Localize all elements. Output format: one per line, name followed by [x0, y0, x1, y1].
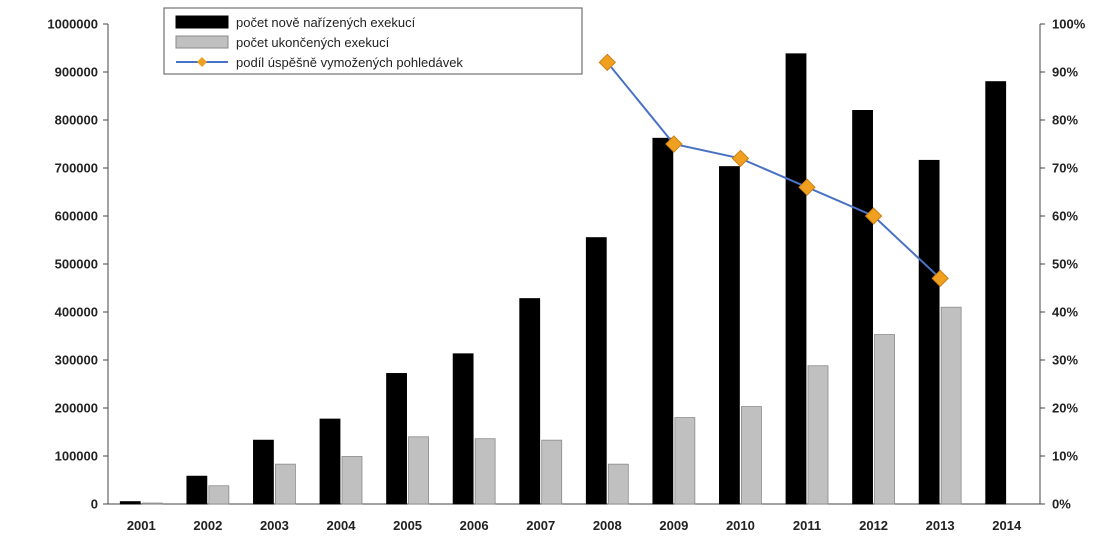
- line-point-podil: [864, 207, 883, 225]
- line-point-podil: [931, 269, 949, 288]
- y-right-tick-label: 70%: [1052, 161, 1078, 176]
- legend-box: [163, 7, 583, 75]
- legend-swatch: [175, 35, 229, 49]
- y-left-tick-label: 900000: [55, 65, 98, 80]
- bar-nove-narizene: [519, 298, 541, 505]
- y-right-tick-label: 80%: [1052, 113, 1078, 128]
- legend-swatch: [175, 15, 229, 29]
- legend-swatch-marker: [197, 57, 207, 67]
- bar-nove-narizene: [253, 439, 274, 505]
- line-podil: [606, 61, 941, 280]
- y-right-tick-label: 0%: [1052, 497, 1071, 512]
- y-left-tick-label: 300000: [55, 353, 98, 368]
- bars: [119, 53, 1007, 505]
- bar-ukoncene: [807, 365, 829, 505]
- bar-nove-narizene: [852, 110, 873, 505]
- bar-ukoncene: [141, 502, 163, 505]
- bar-nove-narizene: [719, 166, 740, 505]
- y-right-tick-label: 50%: [1052, 257, 1078, 272]
- bar-ukoncene: [208, 485, 230, 505]
- x-tick-label: 2012: [859, 518, 888, 533]
- line-point-podil: [798, 178, 816, 196]
- y-left-tick-label: 500000: [55, 257, 98, 272]
- bar-ukoncene: [940, 306, 962, 505]
- y-right-tick-label: 20%: [1052, 401, 1078, 416]
- y-left-tick-label: 100000: [55, 449, 98, 464]
- y-right-tick-label: 40%: [1052, 305, 1078, 320]
- bar-ukoncene: [874, 334, 895, 505]
- x-tick-label: 2010: [726, 518, 755, 533]
- bar-nove-narizene: [119, 501, 141, 505]
- bar-ukoncene: [541, 439, 563, 505]
- bar-nove-narizene: [452, 353, 474, 505]
- legend-label: počet ukončených exekucí: [236, 35, 390, 50]
- x-tick-label: 2011: [793, 518, 821, 533]
- bar-ukoncene: [341, 456, 363, 505]
- x-tick-label: 2013: [926, 518, 955, 533]
- x-tick-label: 2014: [992, 518, 1022, 533]
- x-tick-label: 2006: [460, 518, 489, 533]
- legend-label: podíl úspěšně vymožených pohledávek: [236, 55, 463, 70]
- line-point-podil: [665, 135, 683, 153]
- y-right-tick-label: 60%: [1052, 209, 1078, 224]
- bar-nove-narizene: [918, 159, 940, 505]
- x-tick-label: 2001: [127, 518, 156, 533]
- bar-nove-narizene: [319, 418, 341, 505]
- y-right-tick-label: 30%: [1052, 353, 1078, 368]
- y-left-tick-label: 400000: [55, 305, 98, 320]
- y-left-tick-label: 200000: [55, 401, 98, 416]
- line-point-podil: [731, 149, 750, 168]
- bar-ukoncene: [408, 436, 429, 505]
- bar-nove-narizene: [652, 137, 674, 505]
- bar-nove-narizene: [585, 237, 607, 505]
- y-right-tick-label: 100%: [1052, 17, 1086, 32]
- y-left-tick-label: 0: [91, 497, 98, 512]
- line-series: [598, 53, 949, 288]
- bar-nove-narizene: [985, 81, 1007, 505]
- x-tick-label: 2007: [526, 518, 555, 533]
- line-point-podil: [598, 53, 616, 72]
- bar-nove-narizene: [386, 373, 407, 505]
- bar-ukoncene: [607, 463, 629, 505]
- bar-nove-narizene: [186, 475, 208, 505]
- x-tick-label: 2005: [393, 518, 422, 533]
- y-left-tick-label: 700000: [55, 161, 98, 176]
- legend-label: počet nově nařízených exekucí: [236, 15, 416, 30]
- y-right-tick-label: 90%: [1052, 65, 1078, 80]
- y-left-tick-label: 600000: [55, 209, 98, 224]
- x-tick-label: 2003: [260, 518, 289, 533]
- bar-ukoncene: [674, 417, 696, 505]
- y-left-tick-label: 1000000: [47, 17, 98, 32]
- bar-ukoncene: [275, 463, 296, 505]
- x-tick-label: 2009: [659, 518, 688, 533]
- y-left-tick-label: 800000: [55, 113, 98, 128]
- x-tick-label: 2008: [593, 518, 622, 533]
- x-tick-label: 2002: [193, 518, 222, 533]
- bar-ukoncene: [741, 406, 762, 505]
- x-tick-label: 2004: [327, 518, 357, 533]
- legend: počet nově nařízených exekucí počet ukonč…: [163, 7, 583, 75]
- axes: 0 100000 200000 300000 400000 500000 600000 700…: [47, 17, 1085, 534]
- bar-ukoncene: [474, 438, 496, 505]
- y-right-tick-label: 10%: [1052, 449, 1078, 464]
- bar-nove-narizene: [785, 53, 807, 505]
